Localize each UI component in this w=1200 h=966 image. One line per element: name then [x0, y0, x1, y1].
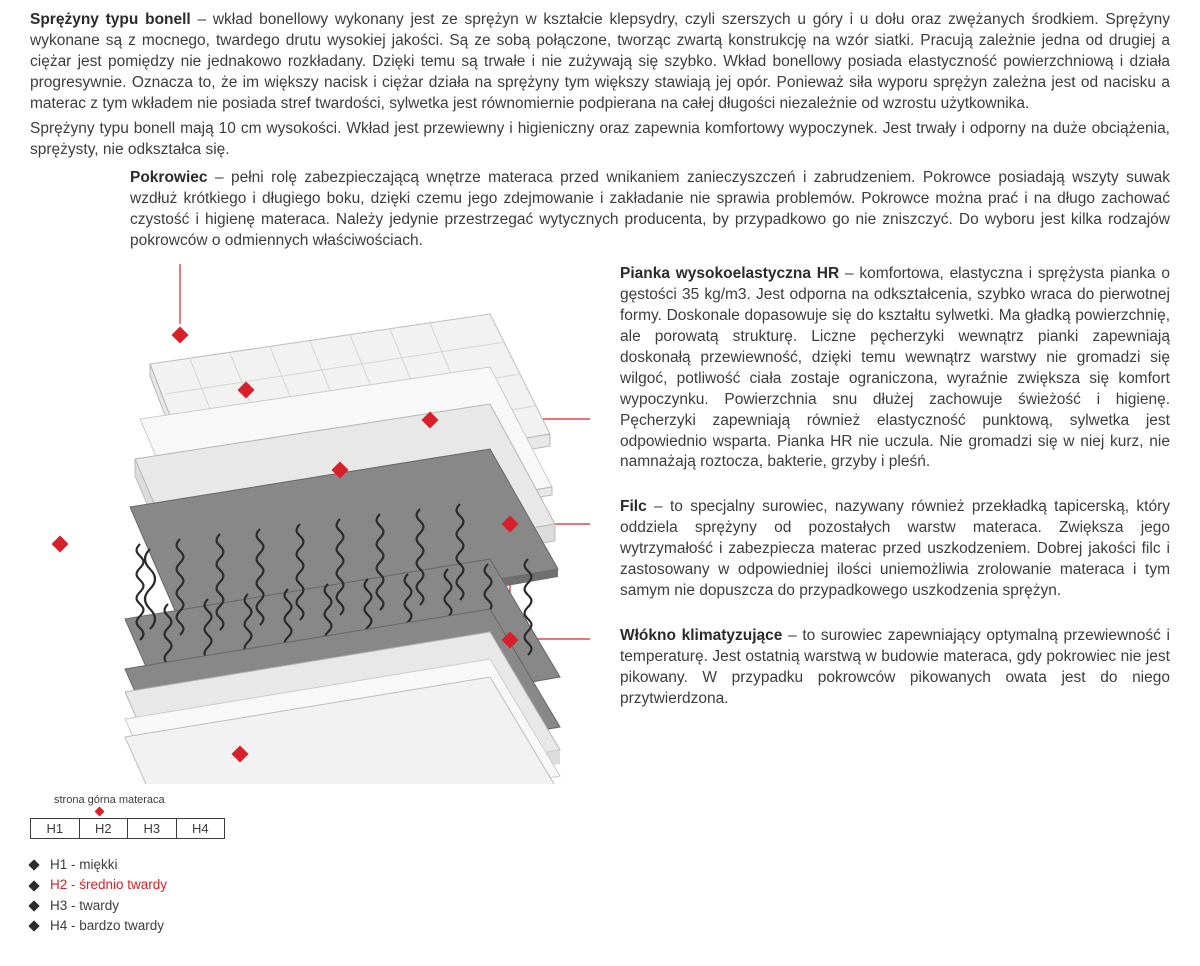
- diamond-icon: [28, 860, 39, 871]
- list-item: H2 - średnio twardy: [30, 875, 1170, 895]
- title-pianka: Pianka wysokoelastyczna HR: [620, 265, 839, 282]
- body-filc: – to specjalny surowiec, nazywany równie…: [620, 498, 1170, 599]
- h-item-3: H3 - twardy: [50, 896, 119, 916]
- hardness-grid: H1 H2 H3 H4: [30, 818, 225, 839]
- section-sprezyny: Sprężyny typu bonell – wkład bonellowy w…: [30, 10, 1170, 115]
- section-filc: Filc – to specjalny surowiec, nazywany r…: [620, 497, 1170, 602]
- body-pokrowiec: – pełni rolę zabezpieczającą wnętrze mat…: [130, 169, 1170, 249]
- title-pokrowiec: Pokrowiec: [130, 169, 208, 186]
- mattress-diagram: [30, 264, 590, 784]
- title-filc: Filc: [620, 498, 647, 515]
- body-pianka: – komfortowa, elastyczna i sprężysta pia…: [620, 265, 1170, 470]
- h-col-3: H3: [128, 819, 177, 838]
- section-wlokno: Włókno klimatyzujące – to surowiec zapew…: [620, 626, 1170, 710]
- list-item: H3 - twardy: [30, 896, 1170, 916]
- title-sprezyny: Sprężyny typu bonell: [30, 11, 191, 28]
- section-pianka: Pianka wysokoelastyczna HR – komfortowa,…: [620, 264, 1170, 473]
- body-sprezyny-1: – wkład bonellowy wykonany jest ze spręż…: [30, 11, 1170, 112]
- h-col-1: H1: [31, 819, 80, 838]
- legend-top-label: strona górna materaca: [54, 794, 1170, 806]
- h-col-4: H4: [177, 819, 225, 838]
- list-item: H4 - bardzo twardy: [30, 916, 1170, 936]
- hardness-legend: strona górna materaca H1 H2 H3 H4 H1 - m…: [30, 794, 1170, 936]
- hardness-list: H1 - miękki H2 - średnio twardy H3 - twa…: [30, 855, 1170, 936]
- diamond-icon: [28, 880, 39, 891]
- diamond-icon: [28, 900, 39, 911]
- legend-pointer-icon: [95, 807, 105, 817]
- list-item: H1 - miękki: [30, 855, 1170, 875]
- diamond-icon: [28, 920, 39, 931]
- h-col-2: H2: [80, 819, 129, 838]
- h-item-1: H1 - miękki: [50, 855, 118, 875]
- body-sprezyny-2: Sprężyny typu bonell mają 10 cm wysokośc…: [30, 119, 1170, 161]
- h-item-2: H2 - średnio twardy: [50, 875, 167, 895]
- h-item-4: H4 - bardzo twardy: [50, 916, 164, 936]
- section-pokrowiec: Pokrowiec – pełni rolę zabezpieczającą w…: [130, 168, 1170, 252]
- title-wlokno: Włókno klimatyzujące: [620, 627, 782, 644]
